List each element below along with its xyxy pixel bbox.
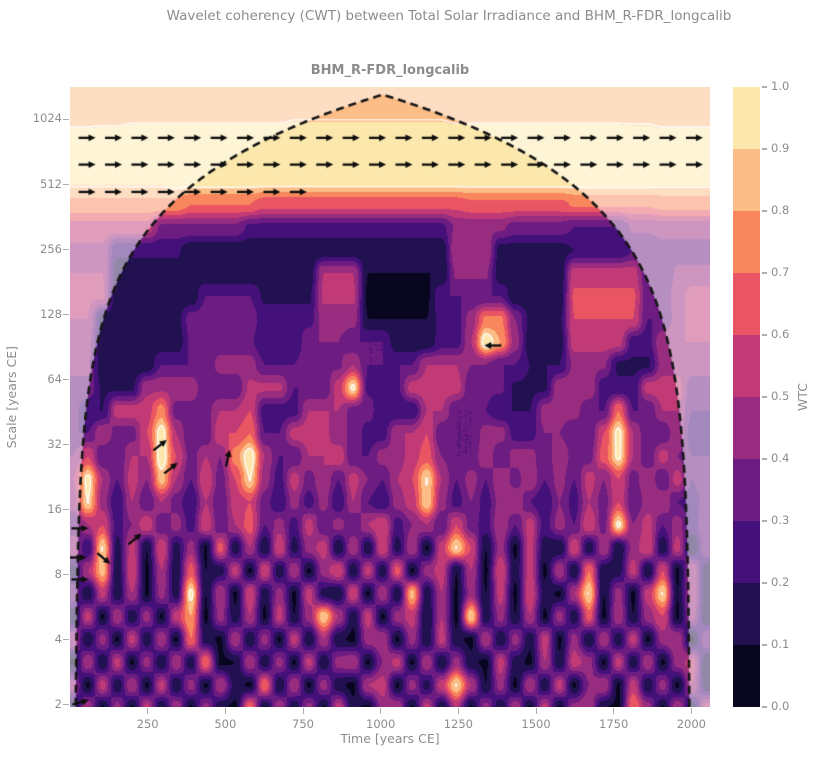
y-tick-label: 16 <box>47 501 62 516</box>
colorbar-tick-mark <box>762 644 767 646</box>
colorbar-tick-mark <box>762 148 767 150</box>
x-tick-label: 1750 <box>599 717 629 731</box>
y-tick-mark <box>63 639 69 641</box>
colorbar-bin <box>733 645 760 707</box>
x-tick-label: 1000 <box>366 717 396 731</box>
colorbar-tick-mark <box>762 582 767 584</box>
colorbar-tick-mark <box>762 396 767 398</box>
y-tick-label: 8 <box>54 566 62 581</box>
y-tick-mark <box>63 248 69 251</box>
y-tick-label: 2 <box>54 696 62 711</box>
wavelet-heatmap <box>70 87 710 707</box>
x-tick-label: 2000 <box>676 717 706 731</box>
y-tick-mark <box>63 118 69 121</box>
colorbar-bin <box>733 521 760 583</box>
colorbar-tick-label: 0.8 <box>771 203 790 217</box>
y-tick-label: 1024 <box>32 111 62 126</box>
colorbar-tick-label: 1.0 <box>771 79 790 93</box>
colorbar-tick-mark <box>762 520 767 522</box>
x-tick-mark <box>380 708 382 714</box>
colorbar-tick-mark <box>762 210 767 212</box>
y-tick-mark <box>63 183 69 186</box>
colorbar-tick-mark <box>762 706 767 708</box>
x-tick-mark <box>224 708 227 714</box>
y-tick-label: 128 <box>40 306 62 321</box>
y-tick-label: 512 <box>40 176 62 191</box>
x-tick-mark <box>302 708 304 714</box>
y-tick-label: 256 <box>40 241 62 256</box>
colorbar-tick-label: 0.9 <box>771 141 790 155</box>
colorbar-bin <box>733 583 760 645</box>
colorbar-tick-label: 0.5 <box>771 389 790 403</box>
y-tick-mark <box>63 508 69 511</box>
colorbar <box>733 87 760 707</box>
colorbar-tick-label: 0.3 <box>771 513 790 527</box>
colorbar-bin <box>733 459 760 521</box>
colorbar-tick-label: 0.0 <box>771 699 790 713</box>
x-tick-mark <box>457 708 460 714</box>
colorbar-tick-label: 0.2 <box>771 575 790 589</box>
colorbar-bin <box>733 211 760 273</box>
colorbar-bin <box>733 273 760 335</box>
x-tick-mark <box>147 708 149 714</box>
x-tick-label: 1500 <box>521 717 551 731</box>
axes-subtitle: BHM_R-FDR_longcalib <box>310 63 470 78</box>
x-tick-label: 750 <box>292 717 314 731</box>
colorbar-label: WTC <box>794 383 810 411</box>
x-tick-mark <box>690 708 693 714</box>
colorbar-bin <box>733 335 760 397</box>
y-tick-label: 64 <box>47 371 62 386</box>
y-tick-mark <box>63 704 69 706</box>
colorbar-tick-label: 0.6 <box>771 327 790 341</box>
x-tick-label: 500 <box>214 717 237 731</box>
x-tick-mark <box>613 708 615 714</box>
y-tick-label: 4 <box>54 631 62 646</box>
y-tick-mark <box>63 378 69 381</box>
colorbar-tick-mark <box>762 86 767 88</box>
colorbar-tick-label: 0.1 <box>771 637 790 651</box>
y-tick-mark <box>63 313 69 316</box>
colorbar-bin <box>733 397 760 459</box>
colorbar-tick-mark <box>762 458 767 460</box>
figure-title: Wavelet coherency (CWT) between Total So… <box>166 8 732 24</box>
colorbar-tick-label: 0.4 <box>771 451 790 465</box>
y-tick-mark <box>63 443 69 446</box>
colorbar-bin <box>733 149 760 211</box>
colorbar-tick-mark <box>762 272 767 274</box>
colorbar-bin <box>733 87 760 149</box>
y-tick-mark <box>63 573 69 576</box>
colorbar-tick-mark <box>762 334 767 336</box>
colorbar-tick-label: 0.7 <box>771 265 790 279</box>
y-tick-label: 32 <box>47 436 62 451</box>
x-tick-mark <box>535 708 537 714</box>
x-axis-label: Time [years CE] <box>340 731 440 746</box>
x-tick-label: 1250 <box>443 717 473 731</box>
x-tick-label: 250 <box>136 717 159 731</box>
